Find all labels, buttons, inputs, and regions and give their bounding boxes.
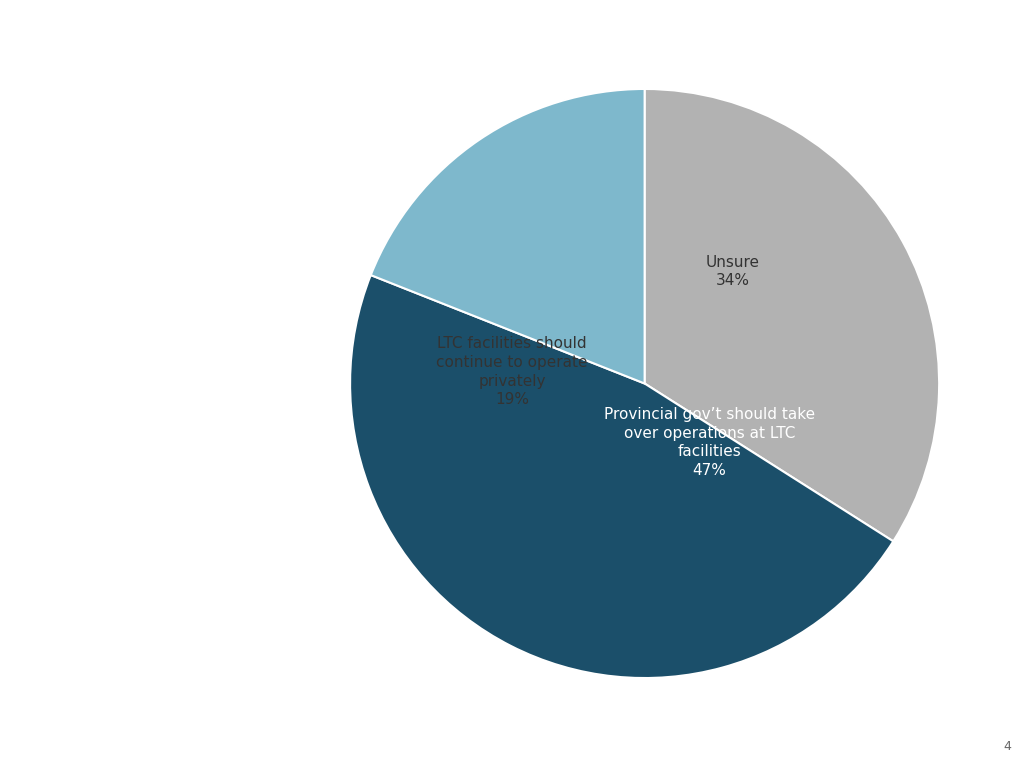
Wedge shape [350,275,893,678]
Text: Unsure
34%: Unsure 34% [706,255,760,288]
Text: NEARLY ONE-
HALF SAY
PRIVATE LONG-
TERM CARE
FACILITIES
SHOULD BE
TAKEN OVER BY
: NEARLY ONE- HALF SAY PRIVATE LONG- TERM … [18,27,276,269]
Text: Base: All respondents (N=800): Base: All respondents (N=800) [18,671,224,684]
Text: PR: PR [18,703,44,721]
Wedge shape [371,89,645,384]
Text: Provincial gov’t should take
over operations at LTC
facilities
47%: Provincial gov’t should take over operat… [604,407,815,478]
Text: BE  RESEARCH INC.: BE RESEARCH INC. [82,703,261,721]
Text: Q5. “As of October 30, 2020, there
have been 22 residents of the
Parkview Place : Q5. “As of October 30, 2020, there have … [18,437,226,704]
Text: 4: 4 [1004,740,1012,753]
Wedge shape [644,89,939,542]
Text: LTC facilities should
continue to operate
privately
19%: LTC facilities should continue to operat… [436,336,588,407]
